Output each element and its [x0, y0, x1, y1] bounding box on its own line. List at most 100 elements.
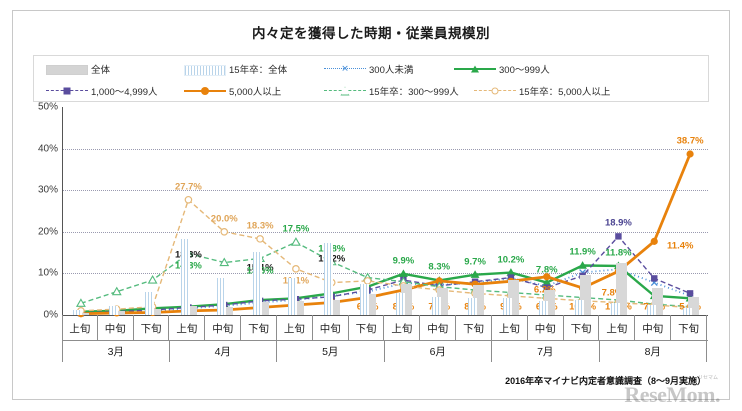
x-axis-month-cell: 6月 — [385, 341, 492, 362]
x-axis-period-cell: 中旬 — [635, 315, 672, 341]
bar — [324, 243, 334, 315]
y-axis-tick-label: 20% — [37, 226, 58, 238]
purple-square-icon — [46, 85, 88, 97]
data-point-marker — [686, 150, 694, 158]
data-label: 11.8% — [605, 247, 632, 259]
x-axis-period-cell: 下旬 — [671, 315, 707, 341]
bar — [114, 311, 126, 315]
data-point-marker — [147, 274, 158, 284]
blue-dotted-x-icon: ✕ — [324, 63, 366, 75]
legend-item-grad15-overall[interactable]: 15年卒：全体 — [184, 58, 287, 80]
bar — [544, 290, 556, 315]
bar — [252, 252, 262, 315]
data-point-marker — [435, 277, 443, 285]
x-axis-month-cell: 8月 — [600, 341, 707, 362]
bar — [508, 280, 520, 315]
bar — [221, 306, 233, 315]
data-label: 7.8% — [601, 287, 624, 299]
bar — [651, 288, 663, 315]
x-axis-period-cell: 下旬 — [241, 315, 277, 341]
data-point-marker — [220, 228, 229, 236]
line-path — [80, 264, 691, 313]
bar — [395, 293, 405, 315]
data-label: 8.3% — [428, 261, 451, 273]
bar — [467, 298, 477, 315]
orange-circle-icon — [184, 85, 226, 97]
bar — [365, 294, 377, 315]
y-axis-tick-label: 50% — [37, 101, 58, 113]
data-point-marker — [650, 237, 658, 245]
data-point-marker — [542, 278, 552, 286]
x-axis-period-cell: 下旬 — [564, 315, 600, 341]
legend-item-5000plus[interactable]: 5,000人以上 — [184, 80, 281, 102]
data-point-marker — [651, 275, 658, 282]
striped-block-icon — [184, 63, 226, 76]
bar — [400, 284, 412, 315]
data-label: 38.7% — [676, 135, 704, 147]
x-axis-month-cell: 4月 — [170, 341, 277, 362]
bar — [610, 302, 620, 315]
plot-area: 18.3%15.1%17.2%9.9%8.3%9.7%10.2%7.8%11.9… — [63, 107, 708, 318]
bar — [73, 310, 83, 315]
x-axis-period-cell: 上旬 — [492, 315, 528, 341]
data-point-marker — [75, 298, 86, 307]
data-label: 6.2% — [534, 284, 556, 295]
data-point-marker — [686, 290, 694, 297]
legend-label: 全体 — [91, 65, 111, 76]
line-path — [80, 235, 691, 314]
gridline — [63, 148, 708, 150]
legend-item-under300[interactable]: ✕ 300人未満 — [324, 58, 413, 80]
y-axis-tick-label: 30% — [37, 184, 58, 196]
data-point-marker — [543, 284, 550, 291]
data-label: 11.9% — [569, 246, 596, 258]
bar — [150, 309, 162, 315]
gray-block-icon — [46, 63, 88, 75]
data-point-marker — [111, 286, 122, 296]
bar — [216, 278, 226, 315]
data-point-marker — [615, 233, 622, 240]
data-point-marker — [219, 257, 230, 267]
x-axis-period-cell: 中旬 — [313, 315, 349, 341]
data-label: 18.9% — [604, 217, 632, 229]
x-axis-month-cell: 5月 — [277, 341, 385, 362]
chart-legend: 全体 15年卒：全体 ✕ 300人未満 300～999人 — [33, 55, 709, 102]
x-axis-period-cell: 下旬 — [349, 315, 385, 341]
y-axis-tick-label: 40% — [37, 143, 58, 155]
legend-item-1000-4999[interactable]: 1,000～4,999人 — [46, 80, 158, 102]
bar — [145, 291, 155, 315]
x-axis-periods: 上旬 中旬 下旬 上旬 中旬 下旬 上旬 中旬 下旬 上旬 中旬 下旬 上旬 中旬 下旬 上旬 中旬 下旬 — [62, 315, 708, 341]
data-point-marker — [290, 237, 301, 246]
data-point-marker — [292, 265, 300, 273]
legend-label: 15年卒：5,000人以上 — [519, 87, 611, 98]
data-point-marker — [506, 268, 516, 276]
bar — [360, 284, 370, 315]
data-label: 17.5% — [282, 223, 310, 235]
bar — [78, 312, 90, 315]
bar — [431, 296, 441, 315]
legend-row-2: 1,000～4,999人 5,000人以上 15年卒：300～999人 15年卒… — [34, 80, 708, 102]
legend-item-grad15-300-999[interactable]: 15年卒：300～999人 — [324, 80, 459, 102]
watermark: ReseMom. — [624, 382, 720, 407]
data-point-marker — [470, 270, 480, 278]
line-series-layer — [75, 150, 696, 318]
legend-item-300-999[interactable]: 300～999人 — [454, 58, 550, 80]
bar — [646, 305, 656, 315]
bar — [293, 300, 305, 315]
legend-item-grad15-5000plus[interactable]: 15年卒：5,000人以上 — [474, 80, 610, 102]
legend-item-overall[interactable]: 全体 — [46, 58, 110, 80]
bar — [288, 277, 298, 315]
bar — [615, 262, 627, 315]
x-axis-period-cell: 上旬 — [277, 315, 313, 341]
x-axis-period-cell: 上旬 — [600, 315, 636, 341]
data-label: 20.0% — [210, 213, 238, 225]
bar — [472, 285, 484, 315]
data-point-marker — [363, 277, 372, 285]
legend-label: 15年卒：全体 — [229, 65, 288, 76]
data-point-marker — [578, 261, 587, 269]
bar — [180, 238, 190, 315]
bar — [329, 300, 341, 315]
gridline — [63, 231, 708, 233]
y-axis-tick-label: 10% — [37, 267, 58, 279]
x-axis-month-cell: 3月 — [62, 341, 170, 362]
